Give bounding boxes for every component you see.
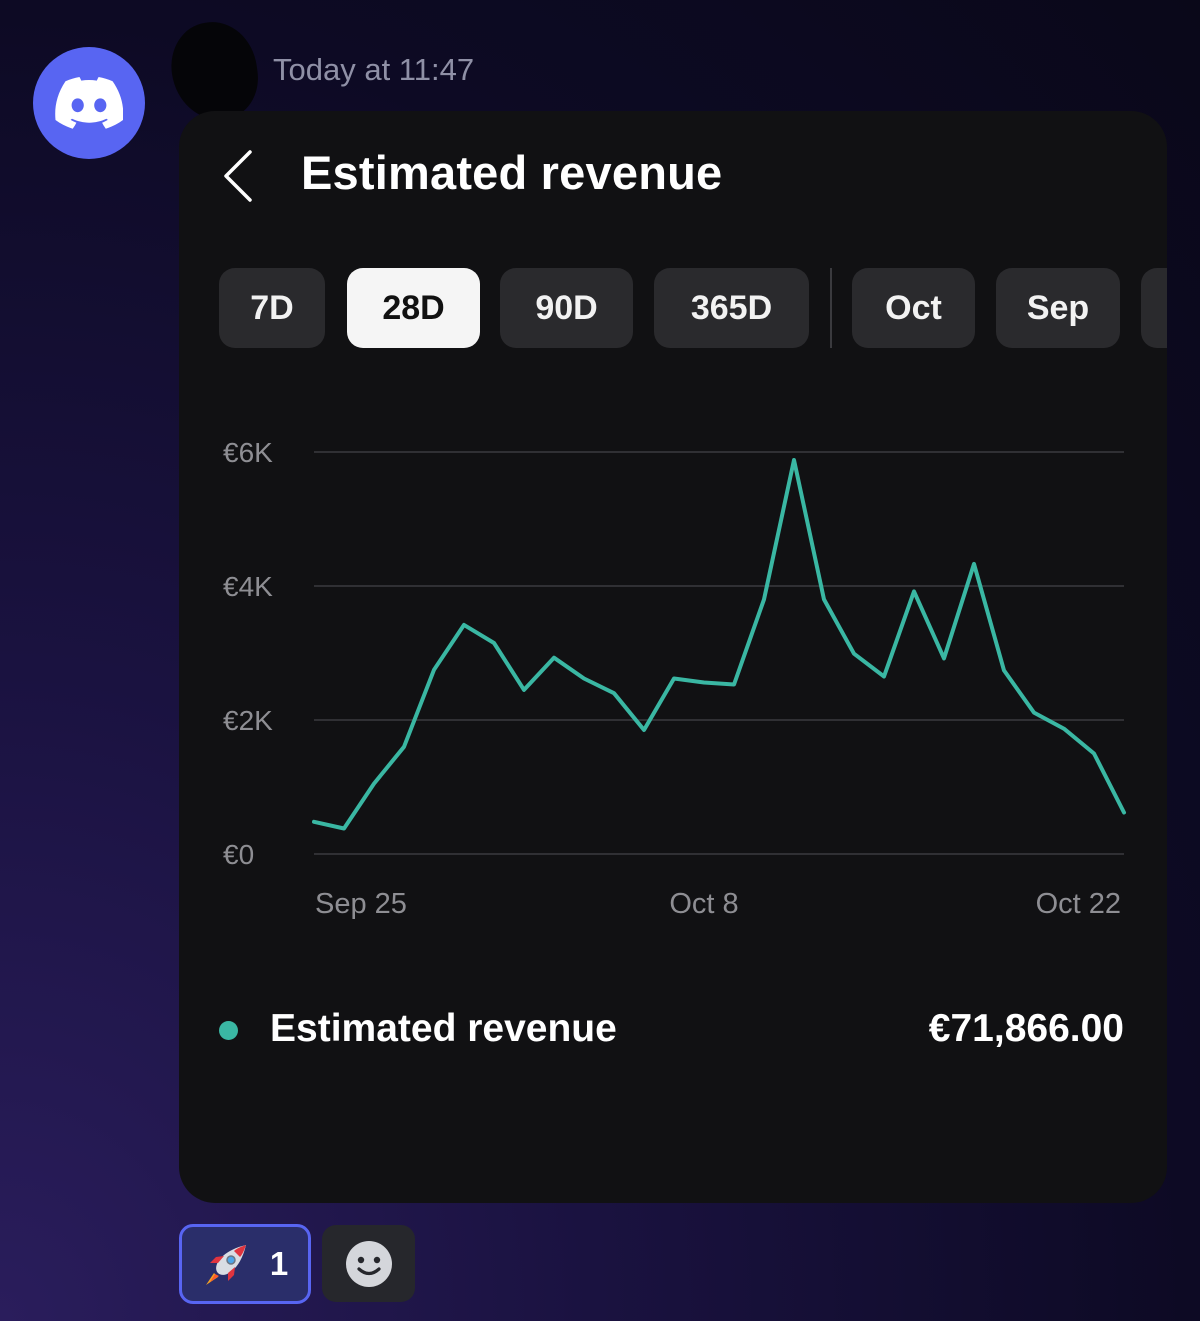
y-tick-label: €6K	[223, 437, 273, 468]
chevron-left-icon	[224, 150, 252, 202]
redacted-username	[165, 16, 264, 126]
legend-value: €71,866.00	[928, 1007, 1124, 1050]
rocket-icon	[205, 1245, 246, 1285]
legend-dot	[219, 1021, 238, 1040]
range-chip-365d[interactable]: 365D	[654, 268, 809, 348]
y-tick-label: €2K	[223, 705, 273, 736]
legend-label: Estimated revenue	[270, 1007, 617, 1050]
chip-divider	[830, 268, 832, 348]
range-chip-28d[interactable]: 28D	[347, 268, 480, 348]
y-tick-label: €0	[223, 839, 254, 870]
y-tick-label: €4K	[223, 571, 273, 602]
back-button[interactable]	[213, 141, 263, 211]
page-title: Estimated revenue	[301, 146, 723, 199]
range-chip-7d[interactable]: 7D	[219, 268, 325, 348]
reaction-count: 1	[269, 1245, 289, 1282]
month-chip-sep[interactable]: Sep	[996, 268, 1120, 348]
month-chip-partial[interactable]	[1141, 268, 1167, 348]
message-timestamp: Today at 11:47	[273, 52, 475, 87]
revenue-line-chart: €6K €4K €2K €0 Sep 25 Oct 8 Oct 22	[223, 437, 1126, 920]
discord-logo-icon	[55, 77, 123, 129]
smiley-face-icon	[345, 1240, 392, 1287]
x-tick-label: Sep 25	[315, 888, 407, 920]
revenue-screenshot-card: Estimated revenue 7D 28D 90D 365D Oct Se…	[179, 111, 1167, 1203]
x-tick-label: Oct 22	[1036, 888, 1121, 920]
x-tick-label: Oct 8	[669, 888, 738, 920]
range-chip-90d[interactable]: 90D	[500, 268, 633, 348]
reaction-rocket[interactable]: 1	[179, 1224, 311, 1304]
add-reaction-button[interactable]	[322, 1225, 415, 1302]
month-chip-oct[interactable]: Oct	[852, 268, 975, 348]
series-line	[312, 458, 1126, 831]
discord-avatar[interactable]	[33, 47, 145, 159]
